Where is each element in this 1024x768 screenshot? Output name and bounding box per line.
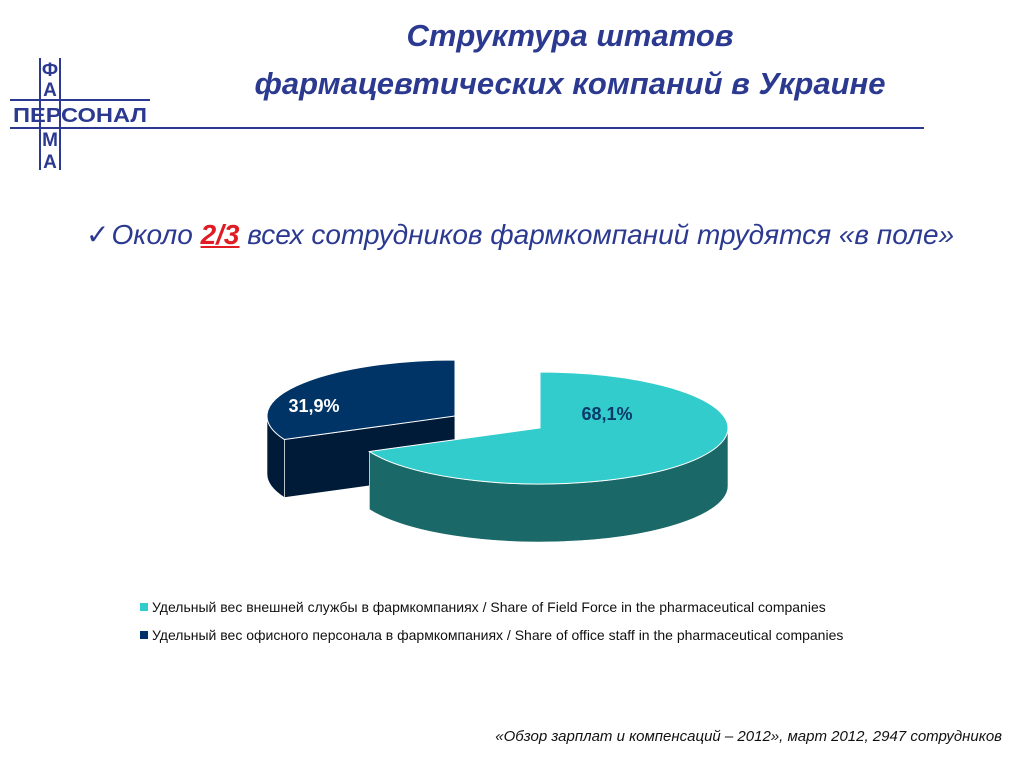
key-finding-highlight: 2/3 — [200, 219, 240, 250]
pie-slice-field-force — [367, 371, 729, 543]
page-title-line2: фармацевтических компаний в Украине — [254, 66, 886, 101]
data-label-office-staff: 31,9% — [288, 396, 339, 416]
logo-letter-a: А — [43, 80, 57, 101]
logo-word-personal: ПЕРСОНАЛ — [13, 105, 147, 127]
legend-item-office-staff: Удельный вес офисного персонала в фармко… — [140, 627, 843, 643]
legend-swatch-office-staff — [140, 631, 148, 639]
legend-label-office-staff: Удельный вес офисного персонала в фармко… — [152, 627, 844, 643]
check-icon: ✓ — [86, 219, 110, 250]
logo-letter-m: М — [42, 130, 58, 151]
key-finding-suffix: всех сотрудников фармкомпаний трудятся «… — [239, 219, 955, 250]
page-title-line1: Структура штатов — [406, 18, 734, 53]
fama-personal-logo: Ф А ПЕРСОНАЛ М А — [10, 58, 150, 173]
logo-letter-a2: А — [43, 152, 57, 173]
legend-label-field-force: Удельный вес внешней службы в фармкомпан… — [152, 599, 826, 615]
key-finding: ✓Около 2/3 всех сотрудников фармкомпаний… — [86, 218, 954, 251]
data-label-field-force: 68,1% — [581, 404, 632, 424]
source-note: «Обзор зарплат и компенсаций – 2012», ма… — [495, 728, 1002, 745]
key-finding-prefix: Около — [111, 219, 201, 250]
pie-chart: 68,1% 31,9% — [266, 359, 729, 543]
logo-letter-f: Ф — [42, 60, 58, 81]
legend-item-field-force: Удельный вес внешней службы в фармкомпан… — [140, 599, 826, 615]
title-divider — [144, 127, 924, 129]
legend-swatch-field-force — [140, 603, 148, 611]
